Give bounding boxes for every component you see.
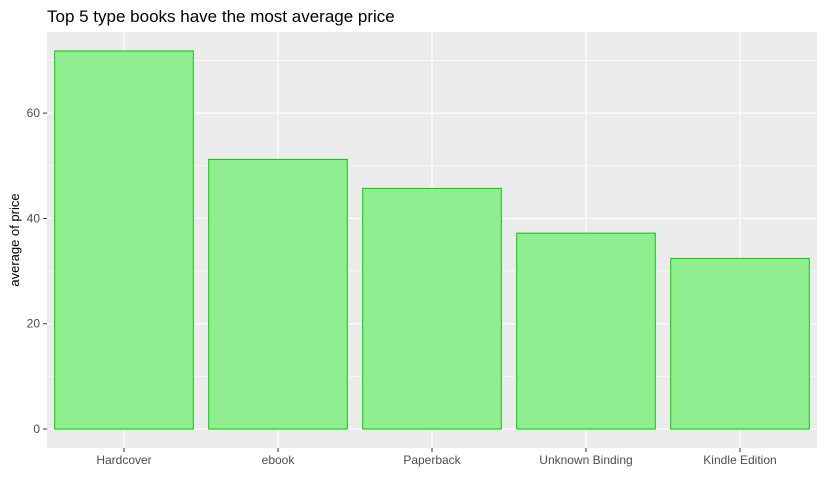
x-tick-label: Hardcover (96, 453, 151, 467)
bar-unknown-binding (516, 232, 656, 430)
x-tick-label: ebook (262, 453, 296, 467)
x-tick-label: Paperback (403, 453, 461, 467)
y-axis: 0 20 40 60 (27, 106, 47, 436)
chart-title: Top 5 type books have the most average p… (47, 7, 395, 26)
bar-kindle-edition (670, 257, 810, 430)
y-tick-label: 0 (33, 422, 40, 436)
bar-hardcover (54, 50, 194, 430)
bar-paperback (362, 187, 502, 430)
bar-ebook (208, 158, 348, 430)
y-axis-label: average of price (7, 193, 22, 286)
x-tick-label: Kindle Edition (703, 453, 776, 467)
x-axis: Hardcover ebook Paperback Unknown Binding Ki… (96, 448, 777, 467)
y-tick-label: 40 (27, 211, 41, 225)
x-tick-label: Unknown Binding (539, 453, 632, 467)
y-tick-label: 60 (27, 106, 41, 120)
y-tick-label: 20 (27, 317, 41, 331)
bars (54, 50, 810, 430)
